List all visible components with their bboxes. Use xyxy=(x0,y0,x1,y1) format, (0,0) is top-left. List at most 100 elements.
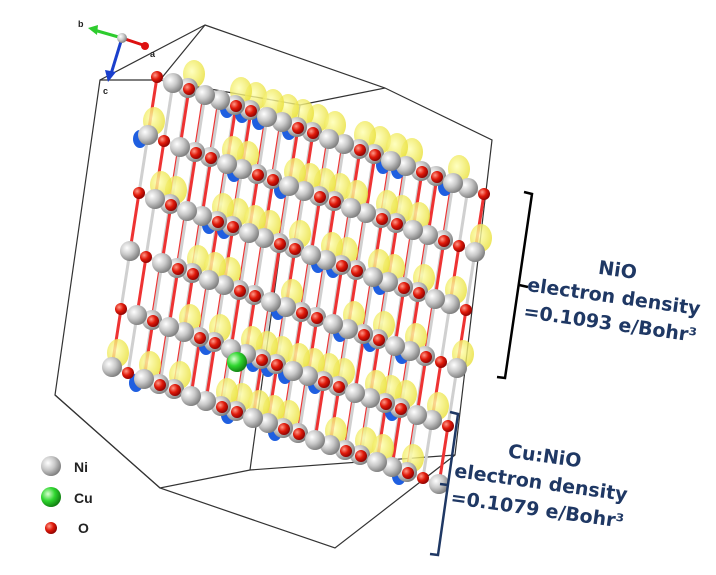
o-atom xyxy=(230,100,242,112)
o-atom xyxy=(187,268,199,280)
o-atom xyxy=(438,235,450,247)
o-atom xyxy=(369,149,381,161)
o-atom xyxy=(133,187,145,199)
legend-label: Ni xyxy=(74,459,88,475)
ni-atom xyxy=(163,73,183,93)
ni-atom xyxy=(239,223,259,243)
brackets xyxy=(496,190,534,380)
annotation-line: NiO xyxy=(597,257,638,284)
ni-atom xyxy=(127,305,147,325)
ni-atom xyxy=(181,386,201,406)
ni-atom xyxy=(170,137,190,157)
ni-atom xyxy=(429,474,449,494)
o-atom xyxy=(115,303,127,315)
legend-label: O xyxy=(78,520,89,536)
o-atom xyxy=(398,282,410,294)
o-atom xyxy=(158,135,170,147)
o-atom xyxy=(333,381,345,393)
o-atom xyxy=(165,199,177,211)
o-atom xyxy=(245,105,257,117)
ni-atom xyxy=(283,361,303,381)
axis-label: b xyxy=(78,19,84,29)
o-atom xyxy=(205,152,217,164)
ni-atom xyxy=(345,383,365,403)
cell-outline xyxy=(54,24,493,549)
o-atom xyxy=(151,71,163,83)
o-atom xyxy=(278,423,290,435)
o-atom xyxy=(336,260,348,272)
ni-atom xyxy=(465,242,485,262)
ni-atom xyxy=(138,125,158,145)
o-atom xyxy=(435,356,447,368)
ni-atom xyxy=(403,220,423,240)
o-atom xyxy=(355,450,367,462)
o-atom xyxy=(227,221,239,233)
ni-atom xyxy=(145,189,165,209)
o-atom xyxy=(340,445,352,457)
o-atom xyxy=(147,315,159,327)
o-atom xyxy=(292,122,304,134)
o-atom xyxy=(256,354,268,366)
o-atom xyxy=(194,332,206,344)
o-atom xyxy=(209,337,221,349)
axis-label: c xyxy=(103,86,108,96)
ni-atom xyxy=(305,430,325,450)
o-atom xyxy=(122,367,134,379)
axis-indicator: b a c xyxy=(78,19,156,96)
legend: Ni Cu O xyxy=(41,456,93,536)
o-atom xyxy=(373,334,385,346)
o-atom xyxy=(453,240,465,252)
o-atom xyxy=(358,329,370,341)
o-atom xyxy=(395,403,407,415)
ni-atom xyxy=(120,241,140,261)
ni-atom xyxy=(243,408,263,428)
o-atom xyxy=(212,216,224,228)
o-atom xyxy=(413,287,425,299)
ni-atom xyxy=(363,267,383,287)
ni-atom xyxy=(341,198,361,218)
o-atom xyxy=(416,166,428,178)
ni-atom xyxy=(407,405,427,425)
cell-edge xyxy=(54,394,456,489)
o-atom xyxy=(274,238,286,250)
axis-label: a xyxy=(150,49,156,59)
cu-atom xyxy=(227,352,247,372)
annotation: NiO electron density =0.1093 e/Bohr³ xyxy=(522,257,702,347)
o-atom xyxy=(478,188,490,200)
o-atom xyxy=(183,83,195,95)
legend-swatch xyxy=(41,487,61,507)
o-atom xyxy=(252,169,264,181)
o-atom xyxy=(314,191,326,203)
ni-atom xyxy=(257,107,277,127)
ni-atom xyxy=(134,369,154,389)
o-atom xyxy=(391,218,403,230)
o-atom xyxy=(420,351,432,363)
ni-atom xyxy=(385,336,405,356)
arrow-head xyxy=(105,70,116,82)
o-atom xyxy=(354,144,366,156)
annotation: Cu:NiO electron density =0.1079 e/Bohr³ xyxy=(449,440,629,533)
o-atom xyxy=(296,307,308,319)
o-atom xyxy=(293,428,305,440)
legend-label: Cu xyxy=(74,490,93,506)
o-atom xyxy=(402,467,414,479)
ni-atom xyxy=(217,154,237,174)
arrow-head xyxy=(141,42,149,50)
legend-swatch xyxy=(41,456,61,476)
o-atom xyxy=(307,127,319,139)
o-atom xyxy=(376,213,388,225)
axis-c xyxy=(109,37,124,75)
ni-atom xyxy=(195,85,215,105)
o-atom xyxy=(460,304,472,316)
o-atom xyxy=(140,251,152,263)
o-atom xyxy=(234,285,246,297)
ni-atom xyxy=(102,357,122,377)
ni-atom xyxy=(301,245,321,265)
brackets xyxy=(429,410,460,557)
o-atom xyxy=(380,398,392,410)
ni-atom xyxy=(261,292,281,312)
o-atom xyxy=(311,312,323,324)
ni-atom xyxy=(152,253,172,273)
bracket-tick xyxy=(518,283,529,289)
